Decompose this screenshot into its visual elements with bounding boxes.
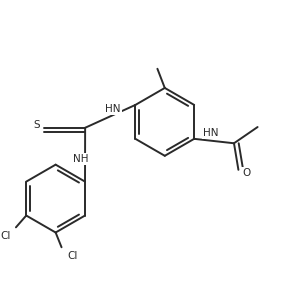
Text: HN: HN bbox=[105, 104, 121, 114]
Text: HN: HN bbox=[203, 128, 219, 138]
Text: Cl: Cl bbox=[0, 231, 11, 240]
Text: O: O bbox=[243, 168, 251, 178]
Text: S: S bbox=[33, 120, 40, 130]
Text: NH: NH bbox=[73, 154, 88, 164]
Text: Cl: Cl bbox=[68, 251, 78, 261]
